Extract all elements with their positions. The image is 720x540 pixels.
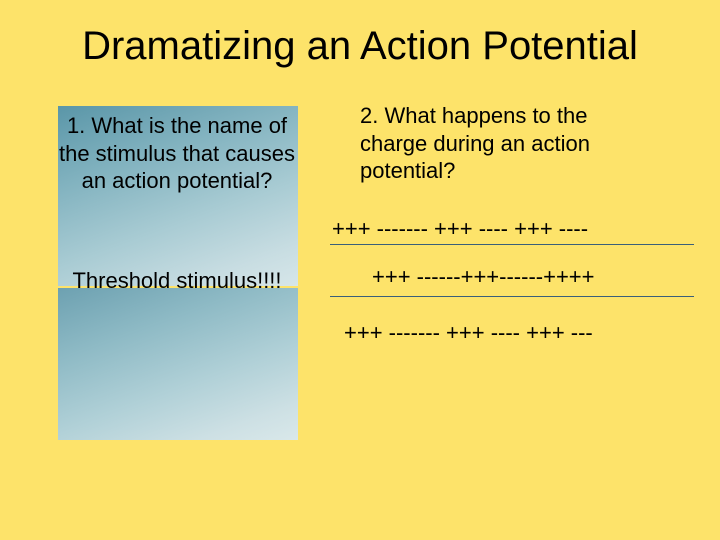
divider-1 — [330, 244, 694, 245]
charge-pattern-1: +++ ------- +++ ---- +++ ---- — [332, 216, 588, 242]
charge-pattern-3: +++ ------- +++ ---- +++ --- — [344, 320, 593, 346]
slide-title: Dramatizing an Action Potential — [0, 24, 720, 69]
slide: Dramatizing an Action Potential 1. What … — [0, 0, 720, 540]
answer-text: Threshold stimulus!!!! — [50, 268, 304, 294]
question-2-text: 2. What happens to the charge during an … — [360, 102, 660, 185]
answer-box — [58, 288, 298, 440]
question-1-text: 1. What is the name of the stimulus that… — [50, 112, 304, 195]
divider-2 — [330, 296, 694, 297]
charge-pattern-2: +++ ------+++------++++ — [372, 264, 595, 290]
